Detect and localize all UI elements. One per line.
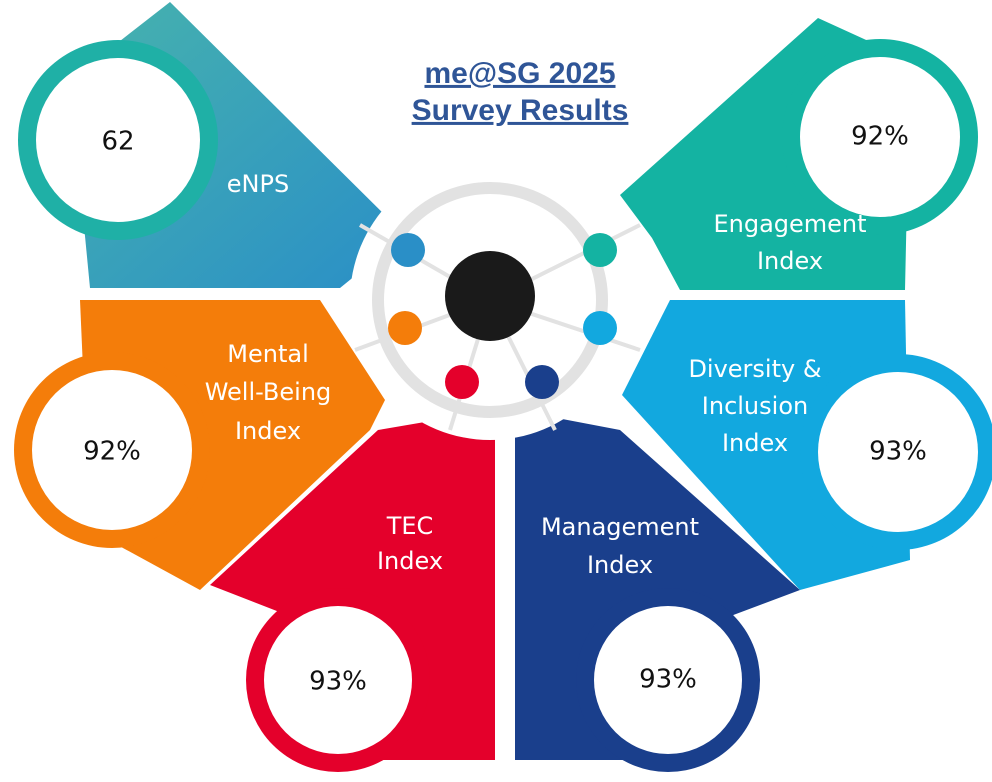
label: Diversity & [688,355,821,383]
label: Management [541,513,699,541]
hub [350,160,641,440]
label: Engagement [713,210,866,238]
segment-enps [18,2,398,288]
value: 62 [101,127,134,157]
segment-engagement [620,18,978,290]
segment-diversity [622,300,992,590]
value: 92% [83,437,141,467]
title: Survey Results [412,94,629,127]
label: Inclusion [702,392,808,420]
label: eNPS [227,170,289,198]
title: me@SG 2025 [424,57,615,90]
segment-management [515,410,800,772]
label: Well-Being [205,378,332,406]
value: 93% [639,665,697,695]
label: TEC [386,512,434,540]
value: 93% [309,667,367,697]
value: 92% [851,122,909,152]
label: Mental [227,340,308,368]
label: Index [235,417,301,445]
label: Index [587,551,653,579]
segment-mental [14,300,385,590]
label: Index [377,547,443,575]
label: Index [722,429,788,457]
segment-tec [210,410,495,772]
label: Index [757,247,823,275]
value: 93% [869,437,927,467]
